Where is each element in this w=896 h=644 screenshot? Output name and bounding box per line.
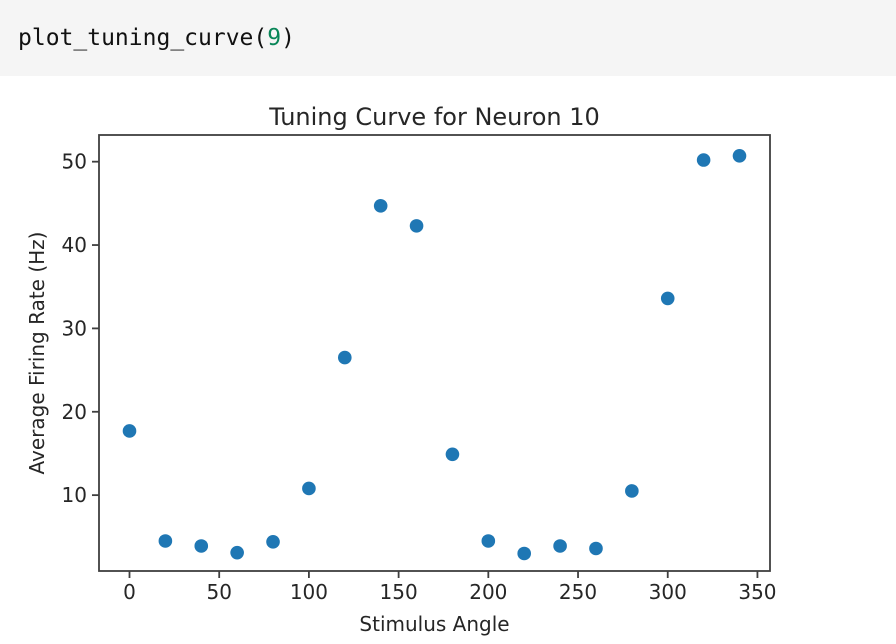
data-point xyxy=(625,484,639,498)
data-point xyxy=(122,424,137,438)
data-point xyxy=(732,149,747,163)
plot-title: Tuning Curve for Neuron 10 xyxy=(268,103,600,131)
data-point xyxy=(266,535,280,549)
y-tick-label: 40 xyxy=(62,233,87,257)
y-tick-label: 50 xyxy=(62,150,87,174)
code-cell[interactable]: plot_tuning_curve(9) xyxy=(0,0,896,76)
y-tick-label: 30 xyxy=(62,316,87,340)
x-tick-label: 0 xyxy=(123,580,136,604)
x-axis-label: Stimulus Angle xyxy=(359,612,509,636)
data-point xyxy=(517,546,532,561)
data-point xyxy=(696,153,711,167)
x-tick-label: 100 xyxy=(290,580,328,604)
data-point xyxy=(589,541,603,556)
x-tick-label: 50 xyxy=(206,580,231,604)
data-point xyxy=(481,534,496,548)
data-point xyxy=(302,481,316,496)
y-axis-label: Average Firing Rate (Hz) xyxy=(25,232,49,475)
data-point xyxy=(158,534,173,548)
x-tick-label: 250 xyxy=(559,580,597,604)
data-point xyxy=(230,545,244,560)
data-point xyxy=(373,199,388,213)
data-point xyxy=(553,539,567,553)
x-tick-label: 350 xyxy=(738,580,776,604)
plot-area xyxy=(99,135,770,571)
x-tick-label: 300 xyxy=(649,580,687,604)
y-tick-label: 10 xyxy=(62,483,87,507)
code-line: plot_tuning_curve(9) xyxy=(18,25,295,51)
code-text: plot_tuning_curve( xyxy=(18,25,268,51)
x-tick-label: 200 xyxy=(469,580,507,604)
y-tick-label: 20 xyxy=(62,400,87,424)
data-point xyxy=(445,447,460,462)
plot-spines xyxy=(98,134,771,572)
x-tick-label: 150 xyxy=(380,580,418,604)
code-text-close: ) xyxy=(281,25,295,51)
code-number: 9 xyxy=(267,25,282,51)
data-point xyxy=(337,350,352,365)
data-point xyxy=(194,539,209,553)
data-point xyxy=(660,291,675,306)
data-point xyxy=(409,219,424,233)
